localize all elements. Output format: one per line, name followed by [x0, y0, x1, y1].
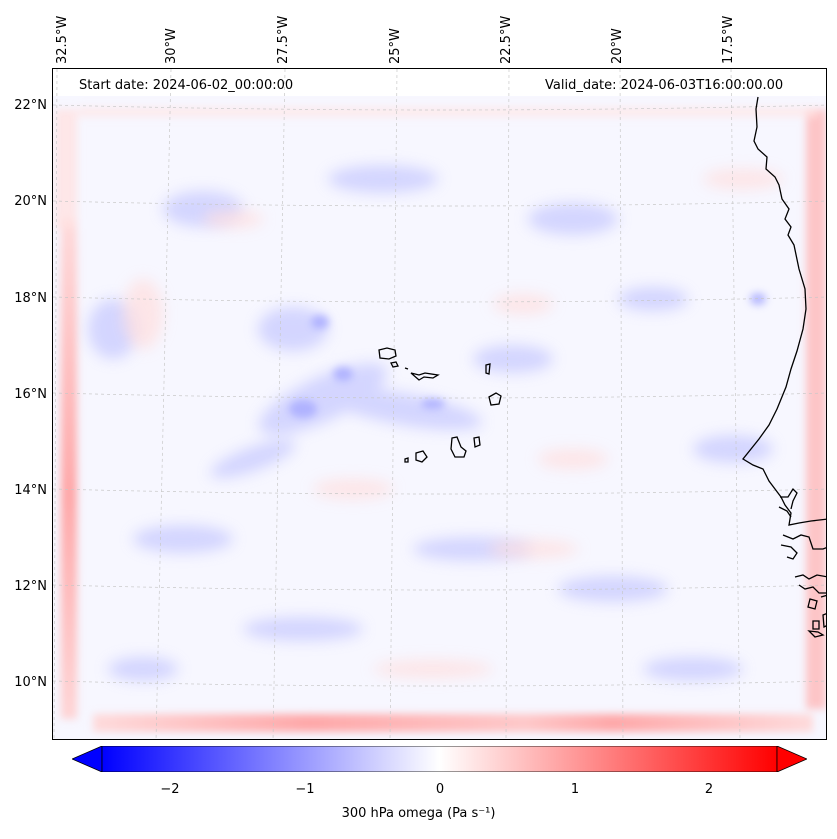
gridlines — [53, 69, 826, 739]
lon-label-30w: 30°W — [164, 28, 179, 64]
island-santiago — [450, 436, 467, 458]
lat-label-12n: 12°N — [14, 579, 47, 594]
lon-label-25w: 25°W — [388, 28, 403, 64]
island-brava — [404, 457, 409, 463]
lon-label-27-5w: 27.5°W — [276, 15, 291, 64]
island-sao-vicente — [390, 361, 399, 368]
lat-label-14n: 14°N — [14, 483, 47, 498]
colorbar-tick-2: 2 — [704, 782, 714, 797]
lon-label-32-5w: 32.5°W — [55, 15, 70, 64]
island-sao-nicolau — [410, 372, 440, 381]
start-date-text: Start date: 2024-06-02_00:00:00 — [79, 78, 294, 93]
negative-omega-patches — [88, 165, 773, 681]
lat-label-20n: 20°N — [14, 194, 47, 209]
strong-negative-patches — [289, 293, 766, 418]
lat-label-18n: 18°N — [14, 291, 47, 306]
island-maio — [473, 436, 481, 448]
african-coastline — [742, 96, 826, 638]
colorbar-tick-minus-1: −1 — [295, 782, 315, 797]
lat-label-10n: 10°N — [14, 675, 47, 690]
cape-verde-islands — [378, 347, 502, 463]
colorbar-extend-low — [70, 745, 103, 773]
lon-label-20w: 20°W — [610, 28, 625, 64]
island-boa-vista — [488, 392, 502, 406]
colorbar-tick-minus-2: −2 — [160, 782, 180, 797]
colorbar-tick-0: 0 — [435, 782, 445, 797]
island-santa-luzia — [404, 367, 409, 370]
map-panel[interactable] — [52, 68, 827, 740]
boundary-positive-bands — [55, 107, 826, 732]
lat-label-16n: 16°N — [14, 387, 47, 402]
colorbar-gradient — [101, 745, 778, 773]
lat-label-22n: 22°N — [14, 98, 47, 113]
colorbar-extend-high — [776, 745, 809, 773]
island-fogo — [415, 450, 428, 463]
island-sal — [485, 363, 491, 375]
colorbar — [70, 745, 809, 776]
omega-field-map — [53, 69, 826, 739]
colorbar-label: 300 hPa omega (Pa s⁻¹) — [341, 806, 496, 821]
island-santo-antao — [378, 347, 397, 360]
colorbar-tick-1: 1 — [570, 782, 580, 797]
lon-label-17-5w: 17.5°W — [721, 15, 736, 64]
lon-label-22-5w: 22.5°W — [499, 15, 514, 64]
valid-date-text: Valid_date: 2024-06-03T16:00:00.00 — [545, 78, 784, 93]
domain-top-margin — [53, 69, 826, 96]
